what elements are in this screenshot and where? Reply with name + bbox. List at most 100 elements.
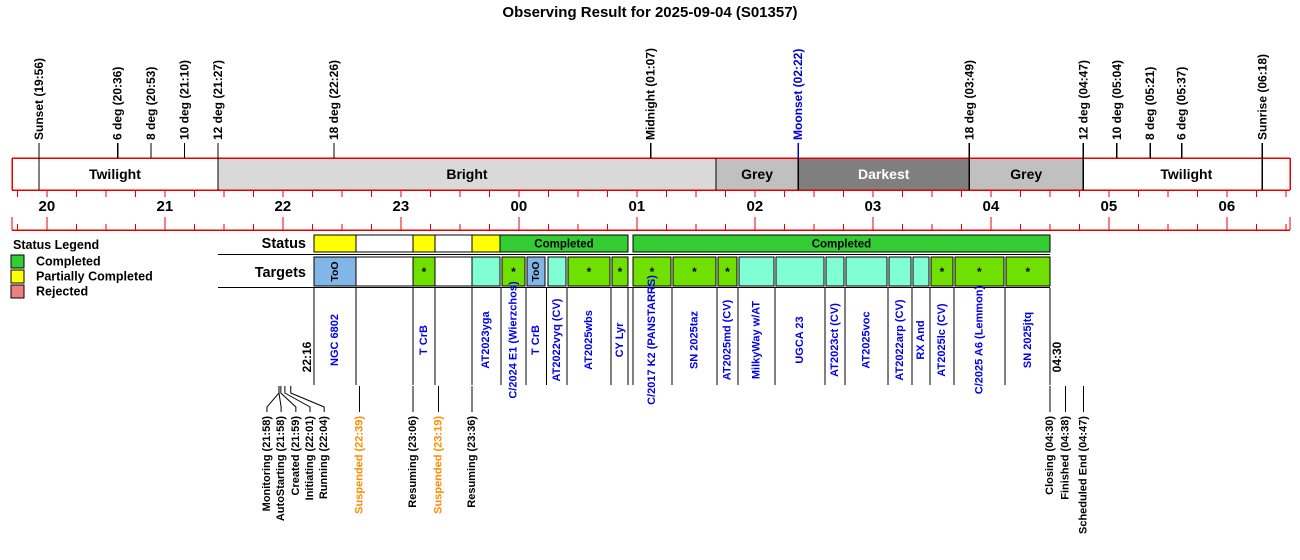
target-block: [547, 256, 567, 287]
band-label: Twilight: [1160, 166, 1212, 182]
target-block: [632, 256, 672, 287]
status-row-label: Status: [262, 236, 306, 252]
hour-label: 00: [511, 198, 528, 215]
status-block-label: Completed: [812, 239, 871, 251]
hour-label: 21: [157, 198, 174, 215]
bottom-event-label: Running (22:04): [318, 416, 330, 499]
target-block: [611, 256, 629, 287]
completed-star-marker: *: [618, 265, 623, 279]
bottom-event-fan-tick: [278, 386, 282, 412]
status-block: [313, 234, 357, 253]
hour-label: 02: [747, 198, 764, 215]
hour-label: 03: [865, 198, 882, 215]
bottom-event-label: Finished (04:38): [1060, 416, 1072, 500]
target-name: SN 2025taz: [688, 310, 700, 369]
target-name: AT2025voc: [860, 311, 872, 368]
status-block-label: Completed: [534, 239, 593, 251]
page-title: Observing Result for 2025-09-04 (S01357): [502, 4, 798, 21]
band-bright: [217, 158, 716, 190]
target-block: [845, 256, 888, 287]
target-block: [567, 256, 611, 287]
target-block: [501, 256, 526, 287]
too-label: ToO: [530, 261, 542, 281]
completed-star-marker: *: [422, 265, 427, 279]
target-block: [775, 256, 825, 287]
side-time-label: 22:16: [300, 341, 314, 372]
completed-star-marker: *: [1026, 265, 1031, 279]
bottom-event-fan-tick: [266, 386, 280, 412]
target-block: [313, 256, 357, 287]
band-label: Bright: [446, 166, 488, 182]
top-event-label: 8 deg (20:53): [144, 67, 158, 140]
bottom-event-label: Created (21:59): [290, 416, 302, 496]
band-twilight: [1083, 158, 1290, 190]
bottom-event-fan-tick: [280, 386, 297, 412]
target-name: SN 2025jtq: [1022, 312, 1034, 368]
too-label: ToO: [329, 261, 341, 281]
hour-label: 22: [275, 198, 292, 215]
target-name: UGCA 23: [794, 316, 806, 363]
target-block: [912, 256, 930, 287]
target-block: [930, 256, 954, 287]
legend-swatch: [10, 254, 25, 269]
completed-star-marker: *: [587, 265, 592, 279]
bottom-event-label: Scheduled End (04:47): [1077, 416, 1089, 534]
status-block: [434, 234, 473, 253]
target-block: [434, 256, 473, 287]
status-block: [355, 234, 414, 253]
target-name: RX And: [915, 320, 927, 359]
band-darkest: [798, 158, 970, 190]
legend-swatch: [10, 269, 25, 284]
band-label: Twilight: [89, 166, 141, 182]
target-name: AT2025lc (CV): [936, 303, 948, 376]
target-name: AT2025md (CV): [721, 299, 733, 380]
completed-star-marker: *: [977, 265, 982, 279]
targets-row-label: Targets: [255, 265, 306, 281]
band-grey: [969, 158, 1084, 190]
legend-item-label: Completed: [36, 255, 101, 269]
completed-star-marker: *: [692, 265, 697, 279]
target-name: MilkyWay w/AT: [750, 301, 762, 380]
band-label: Darkest: [858, 166, 910, 182]
side-time-label: 04:30: [1050, 341, 1064, 372]
completed-star-marker: *: [940, 265, 945, 279]
target-name: AT2022vyq (CV): [551, 298, 563, 381]
status-block: [499, 234, 629, 253]
band-label: Grey: [741, 166, 773, 182]
target-name: AT2023ct (CV): [829, 303, 841, 377]
target-name: C/2024 E1 (Wierzchos): [508, 281, 520, 399]
band-twilight: [11, 158, 218, 190]
hour-label: 01: [629, 198, 646, 215]
target-block: [355, 256, 414, 287]
top-event-label: 10 deg (21:10): [178, 60, 192, 140]
completed-star-marker: *: [650, 265, 655, 279]
top-event-label: Sunset (19:56): [32, 58, 46, 140]
legend-item-label: Rejected: [36, 285, 88, 299]
top-event-label: Sunrise (06:18): [1255, 54, 1269, 140]
status-block: [471, 234, 501, 253]
top-event-label: 18 deg (03:49): [962, 60, 976, 140]
hour-label: 05: [1101, 198, 1118, 215]
target-name: AT2023yga: [480, 310, 492, 368]
completed-star-marker: *: [511, 265, 516, 279]
hour-label: 04: [983, 198, 1000, 215]
bottom-event-label: Resuming (23:36): [466, 416, 478, 508]
target-name: NGC 6802: [329, 314, 341, 366]
target-name: C/2025 A6 (Lemmon): [973, 285, 985, 394]
target-block: [471, 256, 501, 287]
top-event-label: Moonset (02:22): [791, 49, 805, 140]
target-block: [526, 256, 546, 287]
top-event-label: Midnight (01:07): [644, 48, 658, 140]
target-name: T CrB: [530, 325, 542, 355]
hour-label: 20: [39, 198, 56, 215]
legend-swatch: [10, 284, 25, 299]
bottom-event-fan-tick: [290, 386, 325, 412]
target-name: AT2022arp (CV): [894, 299, 906, 380]
target-block: [1005, 256, 1051, 287]
target-name: AT2025wbs: [583, 310, 595, 370]
completed-star-marker: *: [725, 265, 730, 279]
bottom-event-label: Suspended (22:39): [354, 416, 366, 514]
bottom-event-label: Closing (04:30): [1044, 416, 1056, 495]
